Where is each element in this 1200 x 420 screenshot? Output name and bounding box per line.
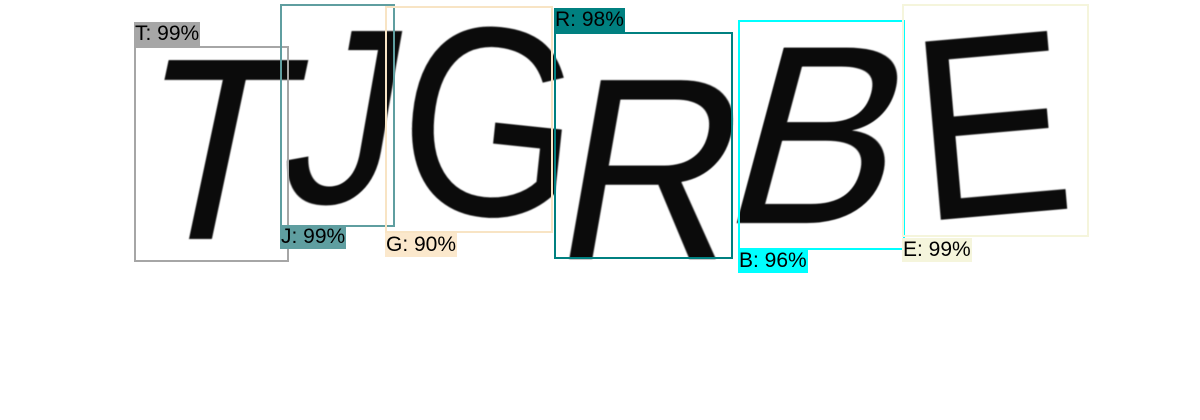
bounding-box-j <box>280 4 395 227</box>
detection-label-j: J: 99% <box>280 225 347 249</box>
bounding-box-t <box>134 46 289 262</box>
detection-label-t: T: 99% <box>134 22 201 46</box>
bounding-box-g <box>385 6 553 233</box>
detection-label-g: G: 90% <box>385 233 458 257</box>
bounding-box-r <box>554 32 733 259</box>
detection-label-e: E: 99% <box>902 238 972 262</box>
detection-label-r: R: 98% <box>554 8 625 32</box>
detection-label-b: B: 96% <box>738 249 808 273</box>
bounding-box-b <box>738 20 905 250</box>
bounding-box-e <box>902 4 1089 237</box>
